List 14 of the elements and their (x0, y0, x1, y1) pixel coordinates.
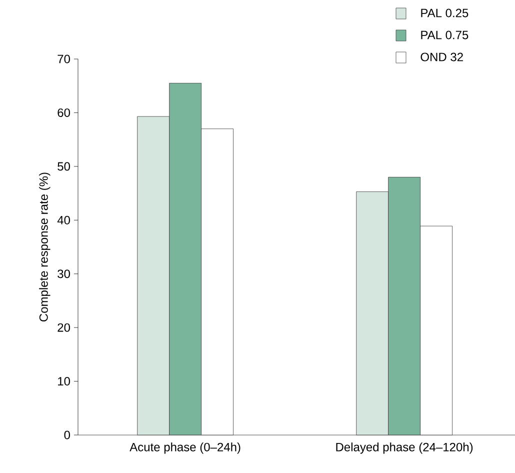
y-tick-label: 30 (58, 270, 70, 278)
y-tick-label: 20 (58, 323, 70, 332)
y-tick-label: 60 (58, 108, 70, 117)
x-tick-label: Delayed phase (24–120h) (336, 442, 473, 454)
y-tick-label: 70 (58, 54, 70, 64)
y-tick-label: 10 (58, 377, 70, 386)
y-tick-label: 40 (57, 216, 70, 224)
legend-label: PAL 0.25 (421, 8, 468, 18)
y-tick-label: 50 (58, 162, 70, 171)
x-tick-label: Acute phase (0–24h) (130, 442, 240, 454)
legend-label: OND 32 (420, 52, 463, 62)
y-axis-title: Complete response rate (%) (39, 172, 50, 322)
y-tick-label: 0 (64, 430, 70, 440)
legend-label: PAL 0.75 (421, 30, 468, 40)
